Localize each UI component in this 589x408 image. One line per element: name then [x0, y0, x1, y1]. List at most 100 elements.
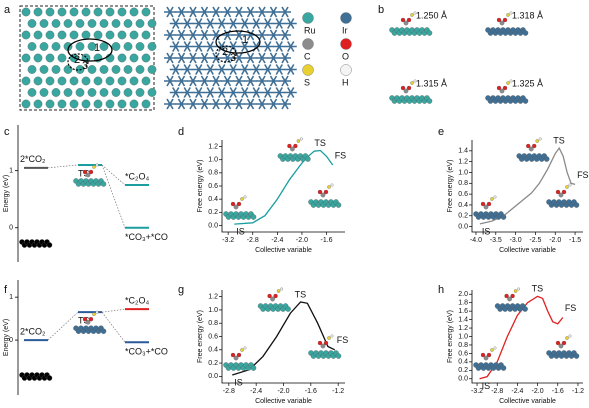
x-tick-label: -2.8 [223, 388, 235, 395]
x-tick-label: -2.5 [529, 237, 541, 244]
atom [87, 19, 97, 28]
atom [496, 17, 502, 23]
atom [250, 365, 257, 371]
atom [100, 181, 107, 187]
atom [75, 19, 85, 28]
lattice-bond [215, 18, 228, 29]
atom [39, 42, 49, 51]
axes [221, 290, 345, 384]
level-label: *C₂O₄ [125, 171, 149, 181]
atom [141, 53, 151, 63]
atom [555, 189, 561, 195]
atom [483, 355, 489, 361]
lattice-bond [238, 41, 251, 52]
atom [486, 201, 492, 207]
lattice-bond [284, 64, 297, 75]
atom [57, 99, 67, 109]
atom [509, 79, 513, 83]
y-tick-label: 0.4 [208, 196, 218, 203]
y-tick-label: 1.8 [458, 300, 468, 307]
atom [99, 19, 109, 28]
atom [21, 76, 31, 86]
lattice-bond [233, 98, 245, 110]
atom [510, 293, 515, 299]
atom [500, 365, 507, 371]
atom [561, 189, 567, 195]
y-tick-label: 0.4 [458, 202, 468, 209]
atom [403, 88, 409, 94]
atom [27, 42, 37, 51]
lattice-bond [192, 18, 205, 29]
atom [33, 53, 43, 63]
x-axis-label: Collective variable [499, 398, 556, 405]
x-tick-label: -1.2 [572, 388, 584, 395]
atom [305, 156, 311, 162]
atom [243, 195, 247, 199]
legend-label: C [304, 51, 311, 61]
atom [39, 88, 49, 97]
atom [413, 79, 417, 83]
atom [117, 53, 127, 63]
lattice-bond [181, 41, 194, 52]
lattice-bond [164, 29, 176, 41]
lattice-bond [279, 29, 291, 41]
atom [270, 296, 275, 302]
panel-label: g [178, 284, 184, 296]
lattice-bond [198, 75, 211, 87]
atom [123, 19, 133, 28]
atom [100, 328, 107, 334]
lattice-bond [267, 98, 280, 110]
atom [573, 353, 580, 359]
state-label: IS [482, 226, 491, 236]
lattice-bond [273, 64, 286, 75]
cell-border [19, 5, 155, 111]
atom [480, 201, 486, 207]
level-label: *CO₃+*CO [125, 347, 168, 357]
atom [87, 42, 97, 51]
y-tick-label: 1.4 [458, 316, 468, 323]
lattice-bond [221, 98, 234, 110]
atom [528, 146, 534, 152]
atom [330, 334, 334, 338]
lattice-bond [238, 18, 251, 29]
x-axis-label: Collective variable [499, 247, 556, 254]
lattice-bond [192, 41, 205, 52]
state-label: FS [565, 303, 577, 313]
atom [117, 76, 127, 86]
lattice-bond [164, 52, 176, 64]
atom [499, 88, 505, 94]
panel-label: e [438, 126, 444, 138]
legend-label: Ru [304, 25, 316, 35]
y-tick-label: 0.0 [208, 222, 218, 229]
site-label: 1 [94, 42, 100, 54]
atom [45, 53, 55, 63]
axes [471, 290, 583, 384]
atom [522, 306, 528, 312]
x-axis-label: Collective variable [255, 247, 312, 254]
atom [46, 375, 53, 381]
atom [565, 336, 569, 340]
legend-swatch [340, 38, 352, 50]
lattice-bond [250, 18, 263, 29]
atom [296, 139, 301, 143]
panel-label: b [378, 4, 384, 16]
lattice-bond [175, 75, 188, 87]
atom [517, 287, 521, 291]
lattice-bond [204, 64, 217, 75]
atom [323, 189, 329, 195]
atom [493, 195, 497, 199]
atom [51, 65, 61, 74]
atom [406, 17, 412, 23]
atom [299, 137, 303, 141]
lattice-bond [267, 75, 280, 87]
legend-swatch [302, 64, 314, 76]
y-tick-label: 0.6 [458, 191, 468, 198]
x-tick-label: -2.4 [511, 388, 523, 395]
atom [135, 42, 145, 51]
atom [135, 88, 145, 97]
atom [480, 352, 486, 358]
lattice-bond [279, 6, 291, 18]
lattice-bond [244, 75, 257, 87]
free-energy-curve [234, 149, 334, 225]
